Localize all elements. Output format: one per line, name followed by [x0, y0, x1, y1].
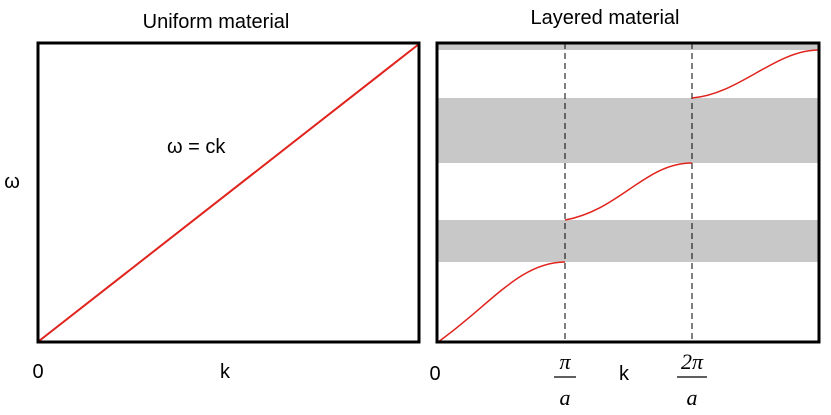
- tick-2pi-denominator: a: [687, 385, 698, 410]
- band-3-curve: [691, 49, 820, 99]
- band-gap-first: [437, 220, 819, 262]
- tick-pi-numerator: π: [559, 349, 571, 374]
- uniform-plot-frame: [36, 41, 421, 344]
- layered-plot-frame: [435, 41, 821, 344]
- layered-panel-title: Layered material: [531, 7, 680, 29]
- tick-pi-denominator: a: [560, 385, 571, 410]
- omega-axis-label: ω: [4, 171, 20, 193]
- band-gap-top: [437, 43, 819, 50]
- layered-material-panel: Layered material 0 k π a 2π a: [429, 7, 821, 410]
- right-k-axis-label: k: [619, 363, 630, 385]
- uniform-panel-title: Uniform material: [143, 11, 290, 33]
- left-origin-label: 0: [32, 361, 43, 383]
- dispersion-equation: ω = ck: [167, 136, 226, 158]
- tick-label-2pi-over-a: 2π a: [677, 349, 707, 410]
- tick-2pi-numerator: 2π: [681, 349, 704, 374]
- dispersion-line: [38, 43, 420, 342]
- band-1-curve: [437, 261, 566, 343]
- band-2-curve: [564, 162, 693, 221]
- tick-label-pi-over-a: π a: [554, 349, 576, 410]
- band-gap-second: [437, 98, 819, 163]
- right-origin-label: 0: [429, 363, 440, 385]
- uniform-material-panel: Uniform material ω = ck ω 0 k: [4, 11, 421, 383]
- left-k-axis-label: k: [220, 361, 231, 383]
